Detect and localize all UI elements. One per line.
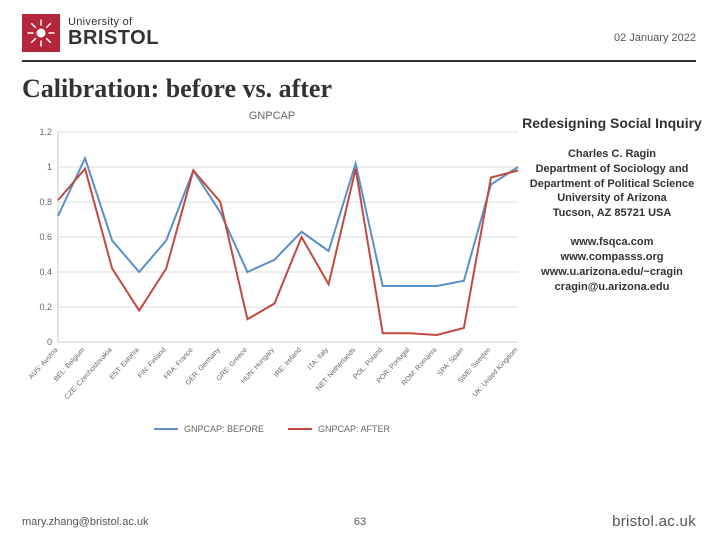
university-logo: University of BRISTOL (22, 14, 159, 52)
legend-label: GNPCAP: BEFORE (184, 424, 264, 434)
legend-swatch (154, 428, 178, 430)
author-block: Charles C. RaginDepartment of Sociology … (522, 147, 702, 221)
svg-text:ITA: Italy: ITA: Italy (307, 346, 331, 371)
legend-item: GNPCAP: BEFORE (154, 424, 264, 434)
author-line: Tucson, AZ 85721 USA (522, 206, 702, 221)
logo-square (22, 14, 60, 52)
svg-text:0.2: 0.2 (39, 302, 52, 312)
gnpcap-chart: 00.20.40.60.811.2AUS: AustriaBEL: Belgiu… (22, 122, 522, 422)
sidebar: Redesigning Social Inquiry Charles C. Ra… (522, 108, 702, 434)
sun-icon (26, 18, 56, 48)
svg-text:0.6: 0.6 (39, 232, 52, 242)
chart-legend: GNPCAP: BEFORE GNPCAP: AFTER (22, 424, 522, 434)
legend-label: GNPCAP: AFTER (318, 424, 390, 434)
page-number: 63 (354, 516, 366, 528)
content-row: GNPCAP 00.20.40.60.811.2AUS: AustriaBEL:… (0, 108, 720, 434)
page-title: Calibration: before vs. after (0, 62, 720, 108)
logo-text: University of BRISTOL (68, 17, 159, 50)
link-line: www.u.arizona.edu/~cragin (522, 265, 702, 280)
svg-text:1: 1 (47, 162, 52, 172)
sidebar-heading: Redesigning Social Inquiry (522, 114, 702, 133)
footer-url: bristol.ac.uk (612, 513, 696, 530)
legend-swatch (288, 428, 312, 430)
slide-footer: mary.zhang@bristol.ac.uk 63 bristol.ac.u… (0, 513, 720, 530)
author-line: Department of Political Science (522, 177, 702, 192)
svg-text:0.8: 0.8 (39, 197, 52, 207)
link-line: www.compasss.org (522, 250, 702, 265)
author-line: Charles C. Ragin (522, 147, 702, 162)
svg-text:0: 0 (47, 337, 52, 347)
footer-email: mary.zhang@bristol.ac.uk (22, 516, 149, 528)
svg-text:0.4: 0.4 (39, 267, 52, 277)
svg-text:SPA: Spain: SPA: Spain (437, 347, 466, 378)
svg-text:IRE: Ireland: IRE: Ireland (273, 347, 303, 379)
link-line: www.fsqca.com (522, 235, 702, 250)
legend-item: GNPCAP: AFTER (288, 424, 390, 434)
author-line: Department of Sociology and (522, 162, 702, 177)
chart-title: GNPCAP (22, 110, 522, 122)
chart-column: GNPCAP 00.20.40.60.811.2AUS: AustriaBEL:… (22, 108, 522, 434)
svg-text:1.2: 1.2 (39, 127, 52, 137)
svg-text:EST: Estonia: EST: Estonia (109, 347, 141, 382)
university-name: BRISTOL (68, 28, 159, 49)
link-line: cragin@u.arizona.edu (522, 280, 702, 295)
slide-header: University of BRISTOL 02 January 2022 (0, 0, 720, 58)
author-line: University of Arizona (522, 191, 702, 206)
slide-date: 02 January 2022 (614, 32, 696, 44)
svg-text:CZE: Czechoslovakia: CZE: Czechoslovakia (64, 347, 114, 401)
links-block: www.fsqca.comwww.compasss.orgwww.u.arizo… (522, 235, 702, 294)
